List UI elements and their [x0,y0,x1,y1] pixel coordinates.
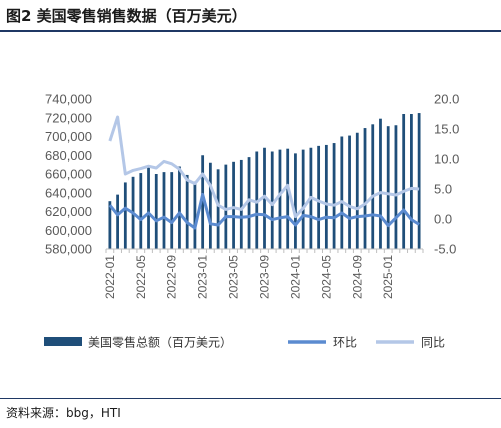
line-series [108,115,420,230]
bar [208,162,212,249]
chart-title: 图2 美国零售销售数据（百万美元） [6,7,247,25]
bar [417,113,421,249]
bar [224,164,228,249]
x-tick-label: 2023-01 [196,255,210,299]
left-y-tick-label: 600,000 [45,223,92,238]
left-y-tick-label: 640,000 [45,185,92,200]
bar [139,173,143,249]
right-y-tick-label: 0.0 [434,212,452,227]
bar-series [108,113,421,249]
bar [255,151,259,249]
bar [108,201,112,249]
x-tick-label: 2022-01 [103,255,117,299]
bar [286,148,290,249]
right-y-tick-label: -5.0 [434,242,456,257]
source-note: 资料来源：bbg，HTI [6,406,121,420]
bar [154,174,158,249]
bar [410,114,413,249]
left-y-tick-label: 720,000 [45,110,92,125]
bar [162,172,166,249]
bar [239,159,243,249]
x-tick-label: 2023-05 [227,255,241,299]
bar [332,143,336,249]
bar [340,136,344,249]
left-y-tick-label: 580,000 [45,242,92,257]
bottom-rule [0,398,501,399]
bar [201,155,205,249]
legend: 美国零售总额（百万美元） 环比 同比 [44,335,445,350]
x-tick-label: 2025-01 [381,255,395,299]
bar [294,153,297,249]
bar [363,128,367,249]
legend-label-mom: 环比 [333,336,357,350]
bar [394,125,398,249]
bar [270,151,274,249]
legend-label-yoy: 同比 [421,336,445,350]
right-y-tick-label: 15.0 [434,122,459,137]
bar [278,149,282,249]
left-y-tick-label: 620,000 [45,204,92,219]
left-y-tick-label: 680,000 [45,148,92,163]
bar [371,124,375,249]
left-y-axis: 580,000 600,000 620,000 640,000 660,000 680,0… [45,92,92,257]
right-y-tick-label: 20.0 [434,92,459,107]
right-y-tick-label: 5.0 [434,182,452,197]
x-tick-label: 2022-09 [165,255,179,299]
chart-svg: 580,000 600,000 620,000 640,000 660,000 680,0… [44,92,459,350]
bar [348,135,351,249]
top-rule [0,30,501,32]
left-y-tick-label: 660,000 [45,167,92,182]
right-y-axis: -5.0 0.0 5.0 10.0 15.0 20.0 [434,92,459,257]
left-y-tick-label: 700,000 [45,129,92,144]
right-y-tick-label: 10.0 [434,152,459,167]
bar [185,174,189,249]
bar [216,169,220,249]
x-axis: 2022-01 2022-05 2022-09 2023-01 2023-05 2023-… [103,248,424,299]
yoy-line [108,115,420,219]
mom-line [108,192,420,230]
x-tick-label: 2023-09 [258,255,272,299]
bar [355,132,359,249]
bar [379,118,382,249]
bar [232,161,235,249]
bar [193,181,197,249]
x-tick-label: 2024-01 [288,255,302,299]
legend-label-sales: 美国零售总额（百万美元） [88,335,232,350]
bar [147,167,150,249]
bar [178,166,181,249]
bar [247,157,251,249]
bar [170,172,174,249]
x-tick-label: 2024-09 [350,255,364,299]
bar [317,145,321,249]
x-tick-label: 2022-05 [134,255,148,299]
bar [301,149,305,249]
legend-swatch-sales [44,337,82,346]
bar [123,182,127,249]
left-y-tick-label: 740,000 [45,92,92,107]
bar [116,194,119,249]
x-tick-label: 2024-05 [319,255,333,299]
bar [402,114,406,249]
bar [386,126,390,249]
bar [324,144,328,249]
